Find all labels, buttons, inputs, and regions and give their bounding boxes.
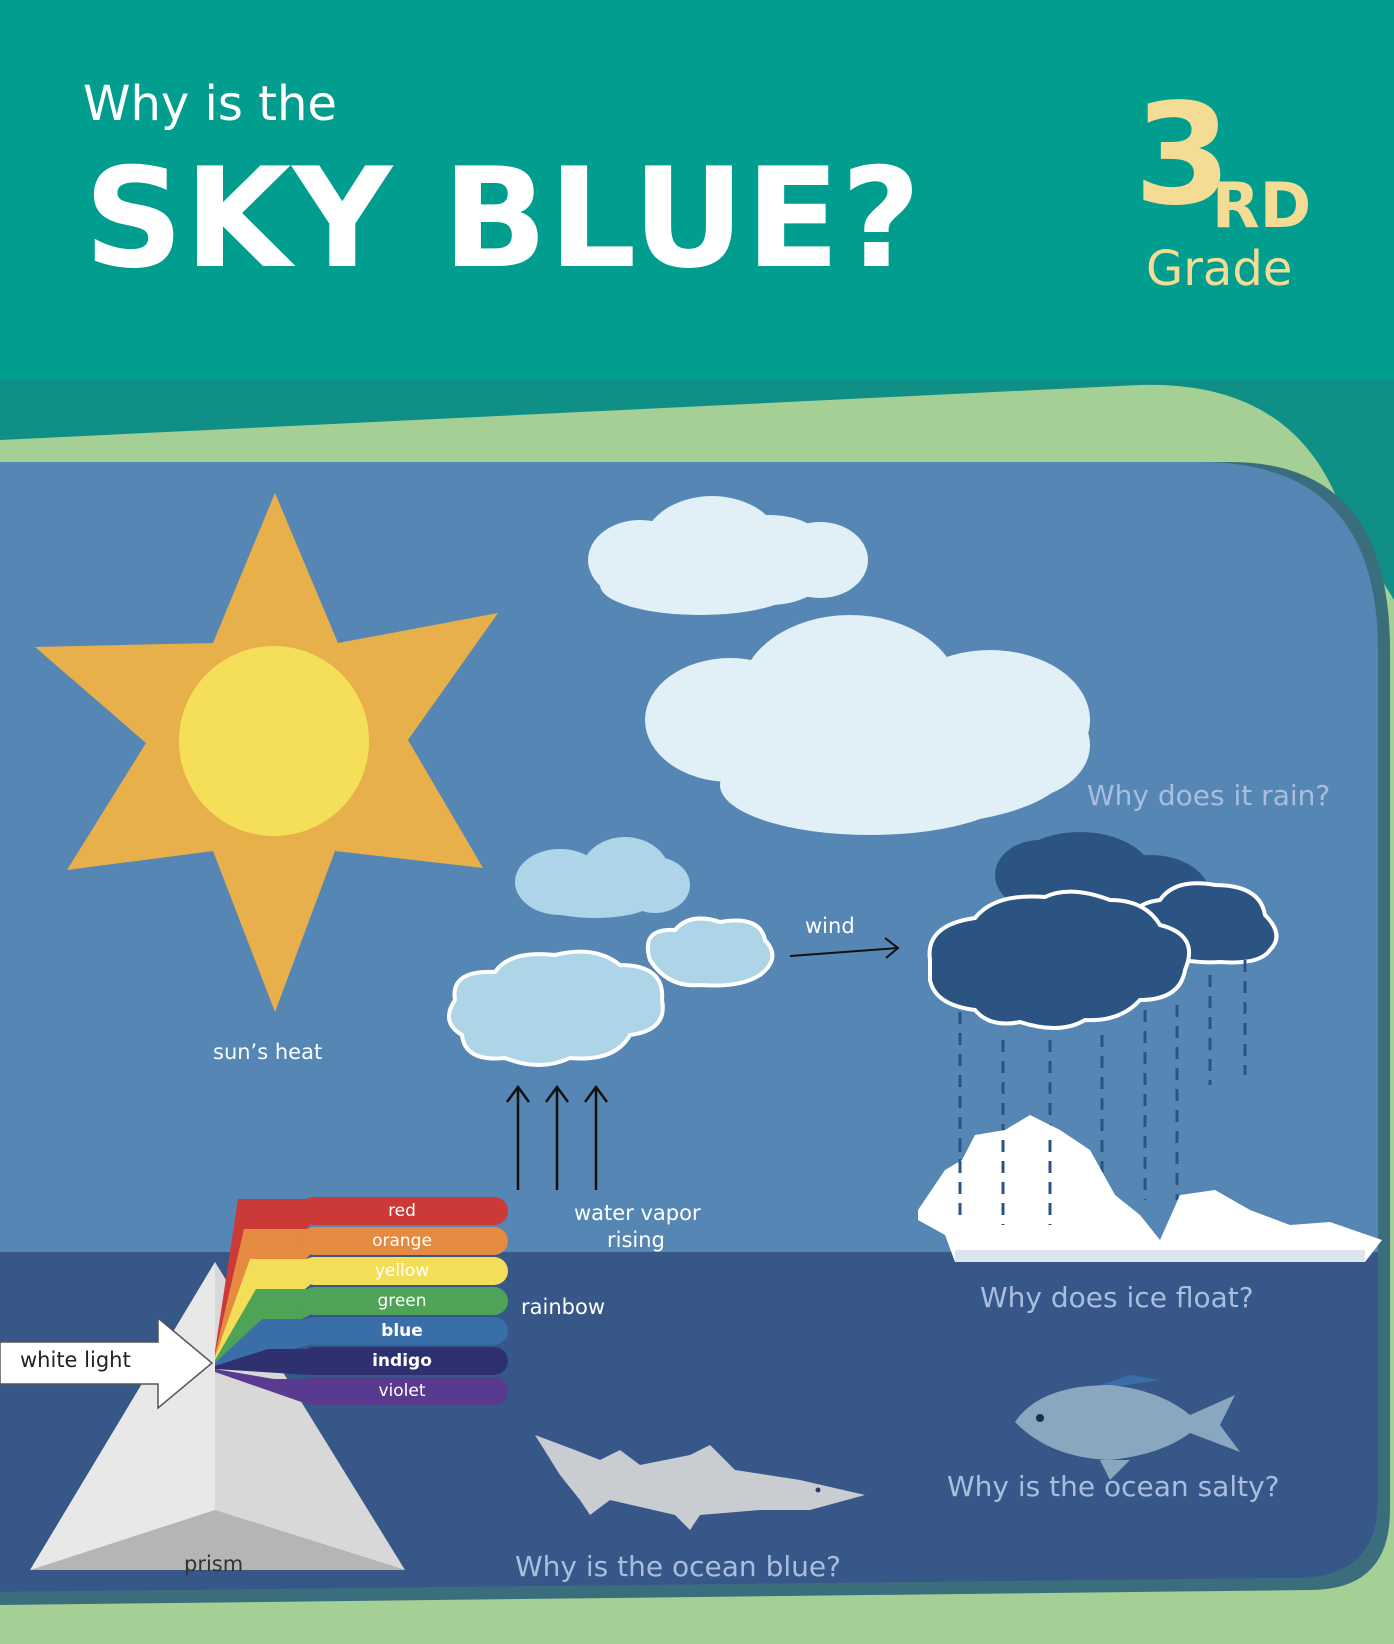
rainbow-label: rainbow (521, 1295, 605, 1319)
spectrum-label-yellow: yellow (374, 1261, 430, 1281)
spectrum-bands (300, 1197, 508, 1405)
spectrum-band-red (300, 1197, 508, 1225)
fish-icon (1015, 1375, 1240, 1480)
spectrum-label-violet: violet (378, 1381, 426, 1401)
spectrum-label-orange: orange (372, 1231, 432, 1251)
white-light-label: white light (20, 1348, 131, 1372)
spectrum-ray-blue (215, 1319, 310, 1366)
question-ocean-blue: Why is the ocean blue? (515, 1550, 841, 1583)
white-light-arrow-icon (0, 1316, 214, 1410)
prism-label: prism (184, 1552, 244, 1576)
vapor-arrows (505, 1084, 609, 1190)
grade-number: 3 (1134, 74, 1232, 237)
spectrum-band-violet (300, 1377, 508, 1405)
wind-label: wind (805, 914, 855, 938)
cloud-small-left (446, 949, 665, 1067)
spectrum-ray-indigo (215, 1349, 310, 1375)
spectrum-band-blue (300, 1317, 508, 1345)
spectrum-label-blue: blue (381, 1321, 423, 1341)
question-ocean-salty: Why is the ocean salty? (947, 1470, 1280, 1503)
iceberg-icon (918, 1115, 1382, 1262)
cloud-small-top (515, 837, 690, 918)
sun-core-icon (179, 646, 369, 836)
cloud-large (645, 615, 1090, 835)
shark-icon (535, 1435, 865, 1530)
spectrum-label-green: green (377, 1291, 427, 1311)
spectrum-ray-violet (215, 1369, 310, 1405)
vapor-label-line2: rising (607, 1228, 665, 1252)
cloud-top (588, 496, 868, 615)
vapor-label-line1: water vapor (574, 1201, 701, 1225)
spectrum-rays (215, 1199, 310, 1405)
title-small: Why is the (83, 76, 337, 132)
page-title: SKY BLUE? (84, 138, 922, 299)
spectrum-band-indigo (300, 1347, 508, 1375)
rain-over-iceberg (958, 1140, 1052, 1225)
iceberg-waterline (955, 1250, 1365, 1262)
spectrum-band-green (300, 1287, 508, 1315)
spectrum-label-indigo: indigo (372, 1351, 432, 1371)
storm-cloud-front (927, 889, 1191, 1031)
question-rain: Why does it rain? (1087, 779, 1331, 812)
prism-base (30, 1510, 405, 1570)
grade-word: Grade (1146, 241, 1293, 297)
grade-suffix: RD (1212, 169, 1312, 242)
sun-heat-label: sun’s heat (213, 1040, 323, 1064)
question-ice: Why does ice float? (980, 1281, 1254, 1314)
spectrum-band-yellow (300, 1257, 508, 1285)
spectrum-label-red: red (388, 1201, 416, 1221)
cloud-small-right (645, 916, 775, 988)
spectrum-band-orange (300, 1227, 508, 1255)
wind-arrow (789, 937, 900, 959)
